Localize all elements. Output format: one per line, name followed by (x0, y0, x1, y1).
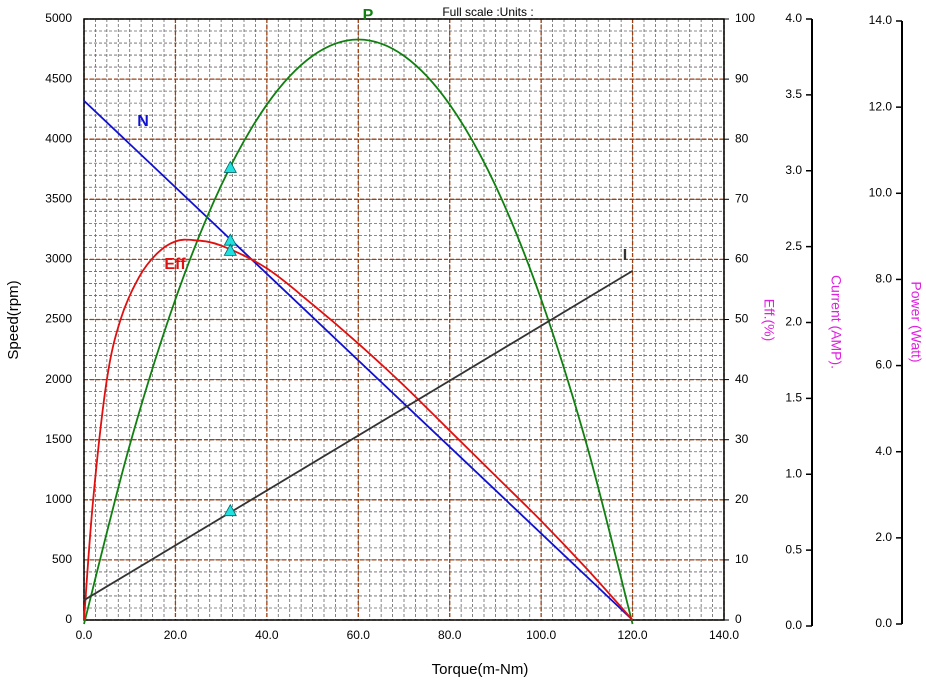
y-tick-label: 5000 (45, 11, 72, 25)
power-tick-label: 2.0 (875, 530, 892, 544)
eff-tick-label: 90 (735, 71, 749, 85)
y-tick-label: 2500 (45, 312, 72, 326)
current-tick-label: 2.0 (785, 315, 802, 329)
y-tick-label: 3500 (45, 191, 72, 205)
y-tick-label: 3000 (45, 252, 72, 266)
marker (223, 243, 237, 256)
series-line (83, 38, 634, 625)
eff-tick-label: 50 (735, 312, 749, 326)
x-tick-label: 120.0 (618, 628, 648, 642)
series-line (83, 270, 634, 601)
eff-tick-label: 20 (735, 492, 749, 506)
y-tick-label: 1500 (45, 432, 72, 446)
x-tick-label: 0.0 (76, 628, 93, 642)
current-tick-label: 3.5 (785, 87, 802, 101)
eff-tick-label: 40 (735, 372, 749, 386)
eff-tick-label: 10 (735, 552, 749, 566)
eff-tick-label: 100 (735, 11, 755, 25)
eff-axis-label: Eff.(%) (761, 299, 777, 342)
x-tick-label: 100.0 (526, 628, 556, 642)
current-tick-label: 2.5 (785, 239, 802, 253)
series-label: I (623, 247, 627, 264)
current-tick-label: 1.0 (785, 466, 802, 480)
marker (223, 160, 237, 173)
series-label: P (363, 7, 374, 24)
x-tick-label: 40.0 (255, 628, 279, 642)
x-axis-label: Torque(m-Nm) (432, 661, 529, 678)
eff-tick-label: 70 (735, 191, 749, 205)
eff-tick-label: 60 (735, 252, 749, 266)
eff-tick-label: 80 (735, 131, 749, 145)
x-tick-label: 20.0 (164, 628, 188, 642)
y-tick-label: 500 (52, 552, 72, 566)
eff-tick-label: 30 (735, 432, 749, 446)
y-axis-label: Speed(rpm) (5, 280, 22, 359)
power-tick-label: 6.0 (875, 358, 892, 372)
current-tick-label: 0.0 (785, 618, 802, 632)
y-tick-label: 4000 (45, 131, 72, 145)
power-tick-label: 8.0 (875, 272, 892, 286)
eff-tick-label: 0 (735, 612, 742, 626)
series-label: N (137, 113, 149, 130)
y-tick-label: 0 (65, 612, 72, 626)
marker (223, 503, 237, 517)
power-tick-label: 4.0 (875, 444, 892, 458)
series-line (83, 100, 634, 621)
y-tick-label: 4500 (45, 71, 72, 85)
x-tick-label: 60.0 (347, 628, 371, 642)
y-tick-label: 2000 (45, 372, 72, 386)
current-tick-label: 0.5 (785, 542, 802, 556)
y-tick-label: 1000 (45, 492, 72, 506)
current-tick-label: 4.0 (785, 11, 802, 25)
power-tick-label: 0.0 (875, 616, 892, 630)
current-axis-label: Current (AMP). (828, 275, 844, 369)
x-tick-label: 140.0 (709, 628, 739, 642)
power-axis-label: Power (Watt) (908, 281, 924, 362)
chart-title: Full scale :Units : (442, 5, 533, 19)
current-tick-label: 1.5 (785, 391, 802, 405)
power-tick-label: 14.0 (869, 13, 893, 27)
series-label: Eff (164, 256, 186, 273)
current-tick-label: 3.0 (785, 163, 802, 177)
x-tick-label: 80.0 (438, 628, 462, 642)
series-line (83, 238, 634, 621)
power-tick-label: 12.0 (869, 99, 893, 113)
power-tick-label: 10.0 (869, 185, 893, 199)
